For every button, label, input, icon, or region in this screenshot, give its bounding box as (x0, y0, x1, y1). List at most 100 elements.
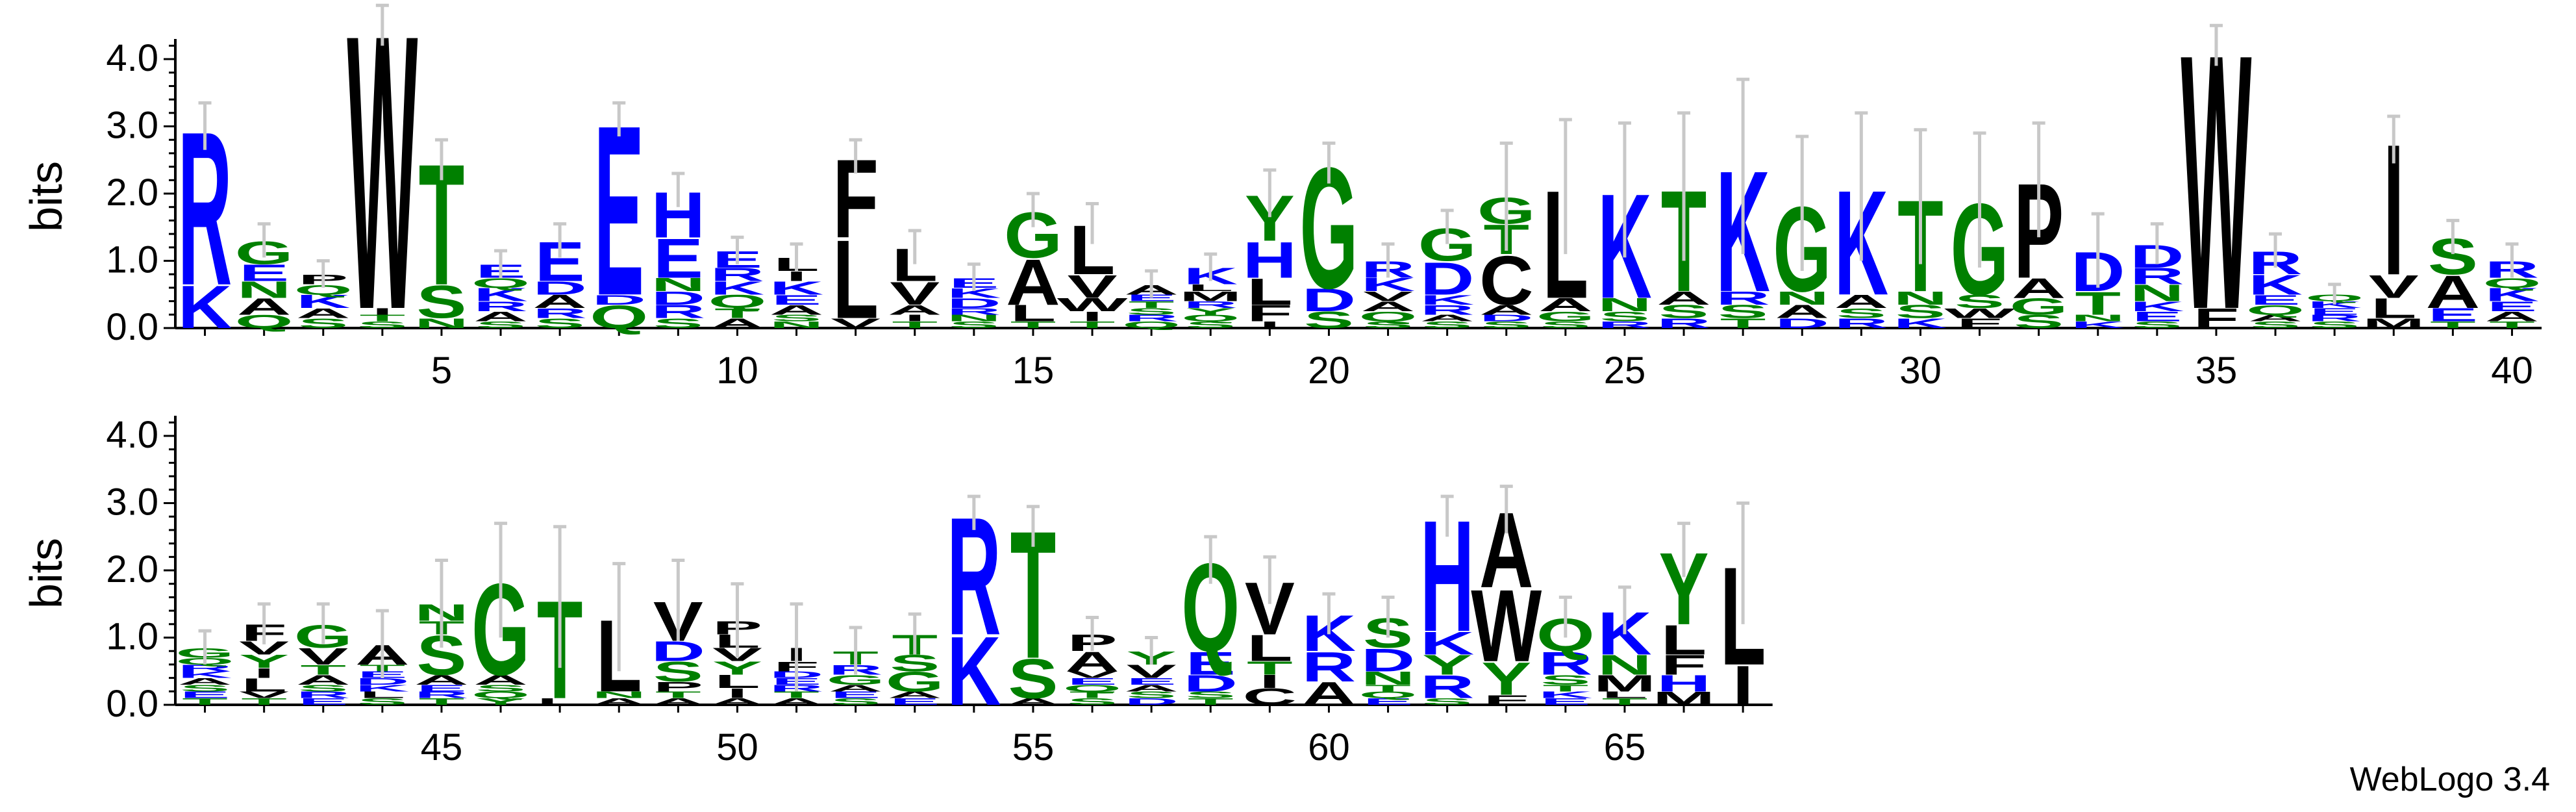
residue-glyph-S: S (1955, 291, 2005, 312)
residue-glyph-R: R (414, 690, 468, 700)
residue-glyph-N: N (947, 313, 1001, 324)
residue-glyph-V: V (239, 690, 289, 700)
residue-glyph-T: T (1543, 683, 1588, 694)
residue-glyph-R: R (1420, 668, 1474, 705)
residue-glyph-A: A (888, 690, 942, 700)
residue-glyph-N: N (1597, 294, 1651, 315)
residue-glyph-Y: Y (239, 651, 289, 672)
residue-glyph-D: D (651, 288, 705, 309)
residue-glyph-L: L (1188, 283, 1233, 293)
residue-glyph-F: F (1247, 301, 1293, 327)
residue-glyph-K: K (769, 277, 823, 298)
residue-glyph-W: W (1057, 294, 1129, 315)
residue-glyph-A: A (178, 676, 232, 687)
residue-glyph-Y: Y (1186, 307, 1236, 317)
residue-glyph-Y: Y (1422, 650, 1472, 681)
residue-glyph-A: A (710, 316, 764, 331)
residue-glyph-N: N (414, 316, 468, 331)
residue-glyph-E: E (831, 690, 881, 700)
residue-glyph-R: R (532, 305, 586, 321)
residue-glyph-K: K (355, 683, 409, 694)
residue-glyph-A: A (1302, 675, 1356, 712)
residue-glyph-S: S (1836, 305, 1886, 321)
residue-glyph-A: A (1657, 288, 1710, 309)
y-tick-label: 2.0 (106, 548, 158, 590)
residue-glyph-S: S (831, 696, 881, 707)
residue-glyph-Y: Y (1481, 653, 1531, 705)
residue-glyph-N: N (769, 320, 823, 330)
residue-glyph-E: E (890, 696, 940, 707)
residue-glyph-Q: Q (235, 311, 294, 332)
residue-glyph-S: S (1599, 309, 1649, 324)
residue-glyph-V: V (1363, 288, 1413, 304)
residue-glyph-E: E (2132, 309, 2182, 324)
x-tick-label: 35 (2195, 349, 2238, 392)
residue-glyph-R: R (1716, 288, 1769, 309)
residue-glyph-D: D (532, 277, 586, 298)
y-tick-label: 0.0 (106, 683, 158, 725)
residue-glyph-S: S (1186, 320, 1236, 330)
x-tick-label: 10 (716, 349, 758, 392)
residue-glyph-A: A (1834, 291, 1888, 312)
residue-glyph-P: P (653, 679, 703, 694)
residue-glyph-Q: Q (590, 298, 648, 335)
residue-glyph-A: A (237, 294, 291, 320)
residue-glyph-D: D (1775, 316, 1829, 331)
residue-glyph-K: K (2307, 299, 2361, 310)
residue-glyph-D: D (947, 295, 1001, 311)
x-tick-label: 15 (1012, 349, 1055, 392)
residue-glyph-R: R (1657, 316, 1710, 331)
residue-glyph-M: M (1594, 670, 1656, 696)
residue-glyph-E: E (2310, 307, 2360, 317)
residue-glyph-H: H (1243, 231, 1297, 288)
residue-glyph-S: S (2014, 311, 2064, 332)
x-tick-label: 40 (2491, 349, 2533, 392)
residue-glyph-A: A (651, 696, 705, 707)
residue-glyph-A: A (2248, 313, 2302, 324)
residue-glyph-T: T (419, 696, 464, 707)
residue-glyph-K: K (2485, 285, 2539, 305)
residue-glyph-S: S (653, 316, 703, 331)
residue-glyph-S: S (298, 316, 348, 331)
residue-glyph-Y: Y (712, 657, 762, 678)
residue-glyph-L: L (1010, 301, 1057, 327)
residue-glyph-T: T (300, 662, 346, 678)
residue-glyph-M: M (1179, 288, 1242, 304)
y-tick-label: 1.0 (106, 616, 158, 658)
y-tick-label: 1.0 (106, 239, 158, 281)
residue-glyph-A: A (1420, 313, 1474, 324)
residue-glyph-A: A (1124, 683, 1178, 694)
residue-glyph-Q: Q (2246, 302, 2305, 318)
residue-glyph-A: A (1006, 246, 1060, 318)
residue-glyph-A: A (1006, 696, 1060, 707)
residue-glyph-S: S (535, 316, 585, 331)
residue-glyph-T: T (2489, 320, 2534, 330)
residue-glyph-N: N (592, 690, 646, 700)
residue-glyph-T: T (241, 696, 286, 707)
residue-glyph-R: R (1124, 313, 1178, 324)
residue-glyph-K: K (2130, 299, 2184, 314)
residue-glyph-R: R (1834, 316, 1888, 331)
residue-glyph-S: S (1304, 307, 1354, 333)
residue-glyph-S: S (1363, 320, 1413, 330)
residue-glyph-T: T (655, 690, 701, 700)
residue-glyph-D: D (592, 292, 646, 307)
residue-glyph-F: F (1483, 692, 1529, 708)
residue-glyph-F: F (2194, 303, 2240, 334)
residue-glyph-I: I (1259, 320, 1280, 330)
residue-glyph-R: R (1184, 299, 1238, 310)
residue-glyph-G: G (886, 666, 944, 698)
residue-glyph-I: I (1259, 671, 1280, 692)
residue-glyph-W: W (347, 0, 418, 392)
residue-glyph-N: N (2071, 313, 2125, 324)
residue-glyph-Q: Q (1359, 309, 1418, 324)
residue-glyph-L: L (1661, 616, 1707, 664)
y-tick-label: 0.0 (106, 306, 158, 348)
residue-glyph-D: D (1124, 696, 1178, 707)
residue-glyph-H: H (1657, 670, 1710, 696)
residue-glyph-L: L (832, 217, 879, 342)
residue-glyph-Q: Q (708, 291, 767, 312)
residue-glyph-L: L (1602, 690, 1647, 700)
